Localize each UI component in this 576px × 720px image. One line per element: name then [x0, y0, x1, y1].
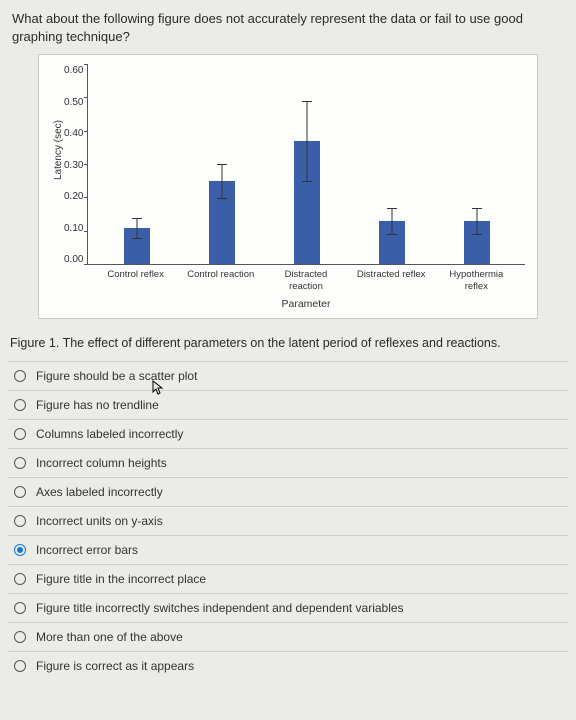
bar	[124, 228, 150, 265]
radio-button[interactable]	[14, 486, 26, 498]
radio-button[interactable]	[14, 457, 26, 469]
answer-option[interactable]: Axes labeled incorrectly	[8, 477, 568, 506]
option-label: Figure is correct as it appears	[36, 659, 194, 673]
x-tick-label: Distracted reaction	[270, 269, 342, 292]
radio-button[interactable]	[14, 631, 26, 643]
y-tick-label: 0.60	[64, 65, 83, 76]
x-axis-labels: Control reflex Control reaction Distracted…	[87, 265, 525, 292]
chart-container: Latency (sec) 0.600.500.400.300.200.100.…	[38, 54, 538, 319]
bar-slot	[441, 221, 513, 264]
x-tick-label: Control reaction	[185, 269, 257, 292]
y-tick-label: 0.30	[64, 160, 83, 171]
bar	[294, 141, 320, 264]
radio-button[interactable]	[14, 660, 26, 672]
y-tick-label: 0.40	[64, 128, 83, 139]
y-axis-ticks: 0.60 0.50 0.40 0.30 0.20 0.10 0.00	[64, 65, 87, 265]
answer-options: Figure should be a scatter plot Figure ha…	[8, 361, 568, 680]
bar	[379, 221, 405, 264]
option-label: Columns labeled incorrectly	[36, 427, 183, 441]
answer-option[interactable]: Incorrect column heights	[8, 448, 568, 477]
answer-option[interactable]: Figure should be a scatter plot	[8, 361, 568, 390]
bar	[464, 221, 490, 264]
option-label: Figure should be a scatter plot	[36, 369, 197, 383]
option-label: Incorrect column heights	[36, 456, 167, 470]
y-tick-label: 0.10	[64, 223, 83, 234]
answer-option[interactable]: More than one of the above	[8, 622, 568, 651]
option-label: Figure has no trendline	[36, 398, 159, 412]
radio-button[interactable]	[14, 544, 26, 556]
question-text: What about the following figure does not…	[8, 10, 568, 46]
answer-option[interactable]: Figure has no trendline	[8, 390, 568, 419]
bar-slot	[186, 181, 258, 264]
x-axis-title: Parameter	[87, 298, 525, 310]
caption-body: The effect of different parameters on th…	[63, 336, 501, 350]
caption-prefix: Figure 1.	[10, 336, 63, 350]
option-label: Incorrect error bars	[36, 543, 138, 557]
y-tick-label: 0.20	[64, 191, 83, 202]
bar-slot	[271, 141, 343, 264]
radio-button[interactable]	[14, 573, 26, 585]
radio-button[interactable]	[14, 399, 26, 411]
bar-slot	[101, 228, 173, 265]
answer-option[interactable]: Incorrect units on y-axis	[8, 506, 568, 535]
option-label: Figure title in the incorrect place	[36, 572, 206, 586]
option-label: Figure title incorrectly switches indepe…	[36, 601, 404, 615]
bar-slot	[356, 221, 428, 264]
bar	[209, 181, 235, 264]
radio-button[interactable]	[14, 370, 26, 382]
x-tick-label: Control reflex	[100, 269, 172, 292]
answer-option[interactable]: Figure is correct as it appears	[8, 651, 568, 680]
option-label: More than one of the above	[36, 630, 183, 644]
option-label: Incorrect units on y-axis	[36, 514, 163, 528]
radio-button[interactable]	[14, 428, 26, 440]
x-tick-label: Hypothermia reflex	[440, 269, 512, 292]
y-tick-label: 0.50	[64, 97, 83, 108]
option-label: Axes labeled incorrectly	[36, 485, 163, 499]
x-tick-label: Distracted reflex	[355, 269, 427, 292]
radio-button[interactable]	[14, 602, 26, 614]
answer-option[interactable]: Incorrect error bars	[8, 535, 568, 564]
answer-option[interactable]: Figure title in the incorrect place	[8, 564, 568, 593]
figure-caption: Figure 1. The effect of different parame…	[8, 329, 568, 361]
y-axis-label: Latency (sec)	[51, 120, 64, 180]
plot-area	[87, 65, 525, 265]
y-tick-label: 0.00	[64, 254, 83, 265]
radio-button[interactable]	[14, 515, 26, 527]
answer-option[interactable]: Figure title incorrectly switches indepe…	[8, 593, 568, 622]
answer-option[interactable]: Columns labeled incorrectly	[8, 419, 568, 448]
